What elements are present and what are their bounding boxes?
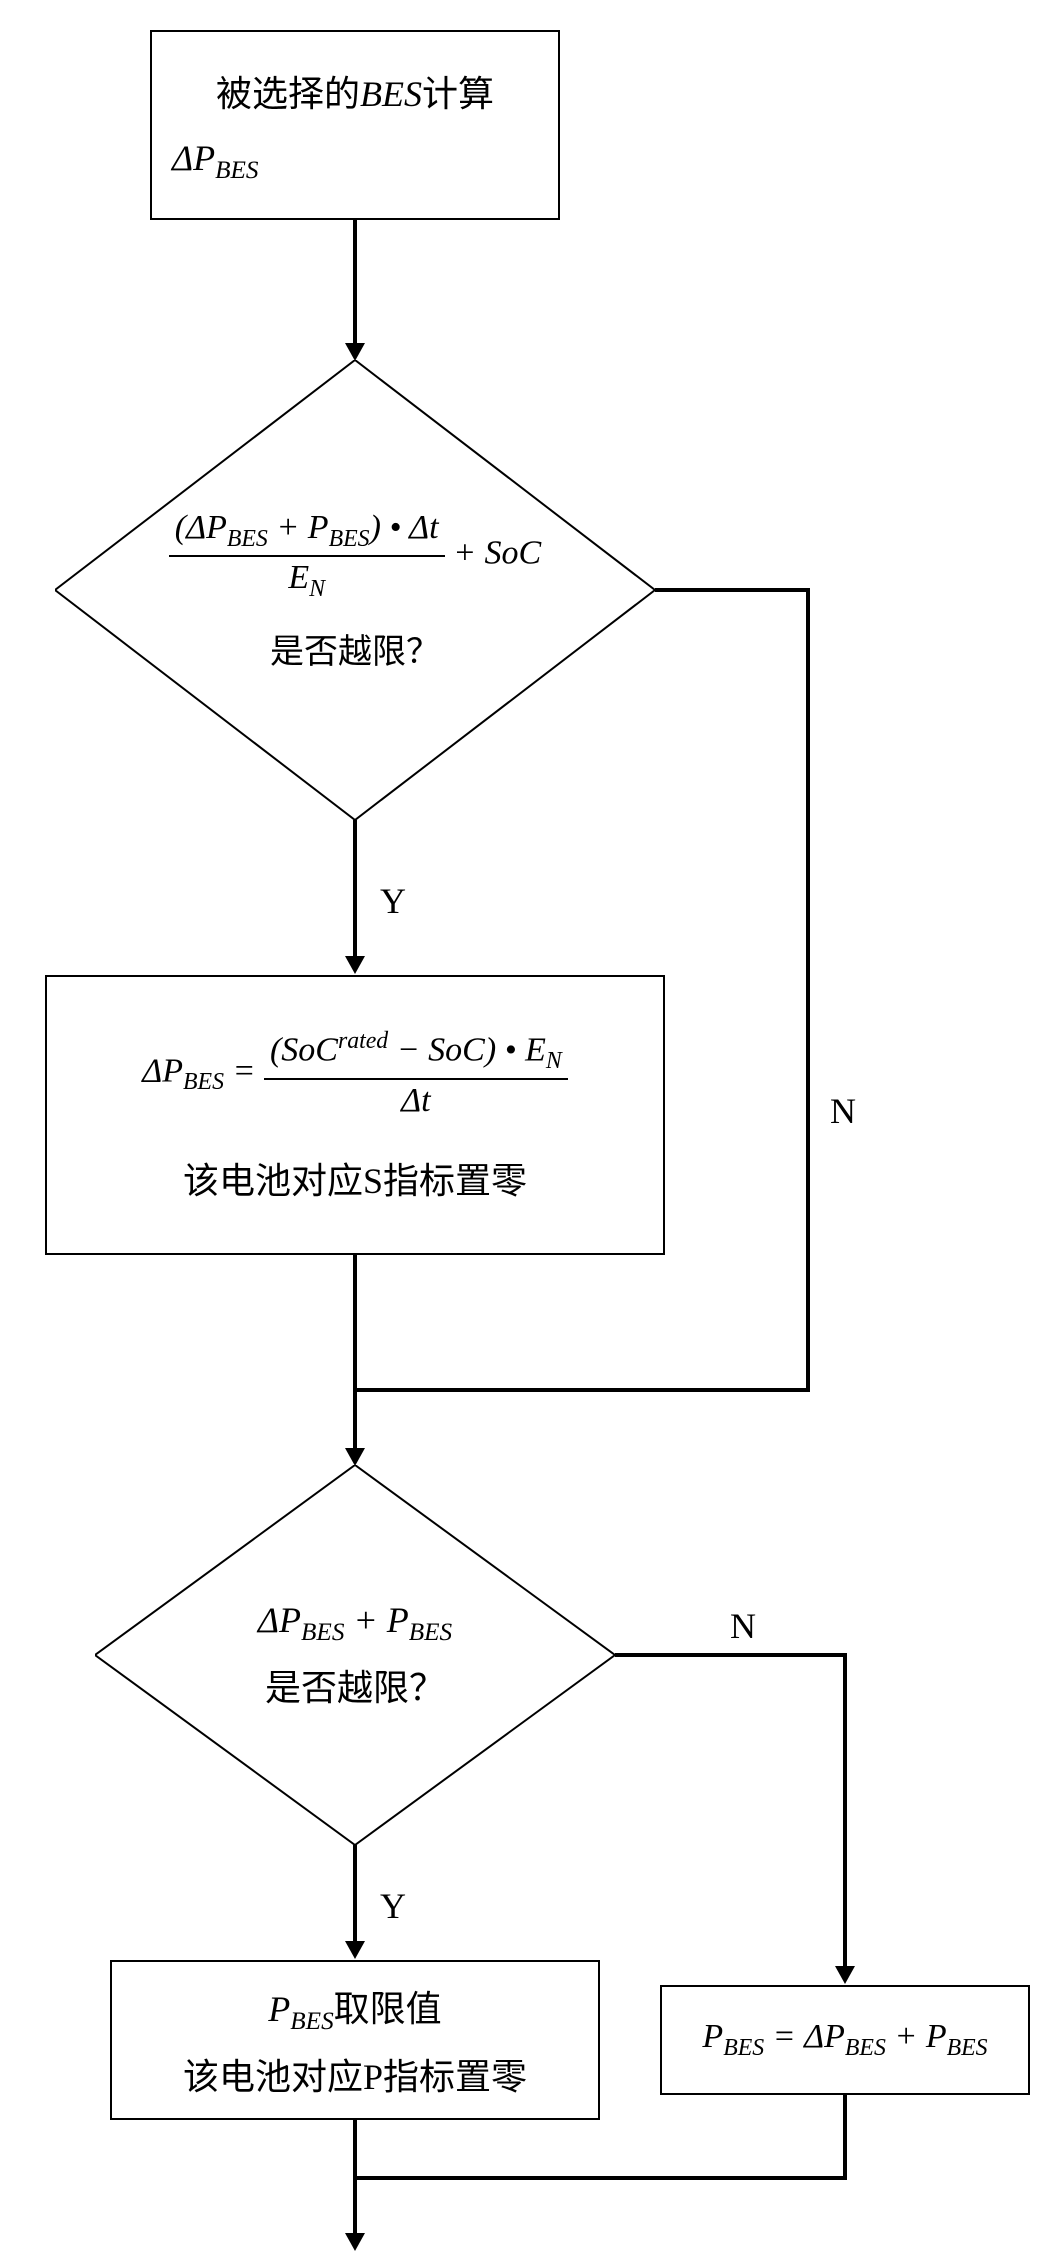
edge-d1-right-h1	[655, 588, 810, 592]
label-d2-yes: Y	[380, 1885, 406, 1927]
edge-d2-n4-v	[843, 1653, 847, 1968]
d1-question: 是否越限？	[270, 624, 440, 673]
edge-d1-n2	[353, 820, 357, 958]
node-p-update: PBES = ΔPBES + PBES	[660, 1985, 1030, 2095]
n4-expr: PBES = ΔPBES + PBES	[702, 2018, 987, 2062]
edge-d1-right-h2	[357, 1388, 810, 1392]
label-d1-yes: Y	[380, 880, 406, 922]
node-start-compute: 被选择的BES计算 ΔPBES	[150, 30, 560, 220]
arrow-merge-d2	[345, 1448, 365, 1466]
d2-expr: ΔPBES + PBES	[258, 1599, 452, 1647]
edge-d2-n4-h	[615, 1653, 845, 1657]
edge-d2-n3	[353, 1845, 357, 1943]
n3-line2: 该电池对应P指标置零	[183, 2048, 527, 2100]
edge-n4-merge-v	[843, 2095, 847, 2180]
node-p-limit-zero: PBES取限值 该电池对应P指标置零	[110, 1960, 600, 2120]
label-d1-no: N	[830, 1090, 856, 1132]
arrow-d2-n4	[835, 1966, 855, 1984]
edge-d1-right-v	[806, 588, 810, 1392]
label-d2-no: N	[730, 1605, 756, 1647]
edge-n1-d1	[353, 220, 357, 345]
decision-soc-limit: (ΔPBES + PBES) • Δt EN + SoC 是否越限？	[55, 360, 655, 820]
arrow-d1-n2	[345, 956, 365, 974]
arrow-exit	[345, 2233, 365, 2251]
edge-n4-merge-h	[357, 2176, 847, 2180]
n3-line1: PBES取限值	[268, 1980, 441, 2036]
node-delta-p-formula: ΔPBES = (SoCrated − SoC) • EN Δt 该电池对应S指…	[45, 975, 665, 1255]
edge-n2-merge	[353, 1255, 357, 1450]
n1-line1: 被选择的BES计算	[172, 65, 538, 117]
n2-formula: ΔPBES = (SoCrated − SoC) • EN Δt	[142, 1026, 567, 1121]
decision-p-limit: ΔPBES + PBES 是否越限？	[95, 1465, 615, 1845]
n2-line2: 该电池对应S指标置零	[183, 1152, 527, 1204]
d1-expr: (ΔPBES + PBES) • Δt EN + SoC	[169, 507, 541, 605]
arrow-n1-d1	[345, 343, 365, 361]
arrow-d2-n3	[345, 1941, 365, 1959]
d2-question: 是否越限？	[265, 1659, 445, 1711]
flowchart-root: 被选择的BES计算 ΔPBES (ΔPBES + PBES) • Δt EN	[0, 0, 1038, 2255]
n1-line2: ΔPBES	[172, 137, 259, 185]
